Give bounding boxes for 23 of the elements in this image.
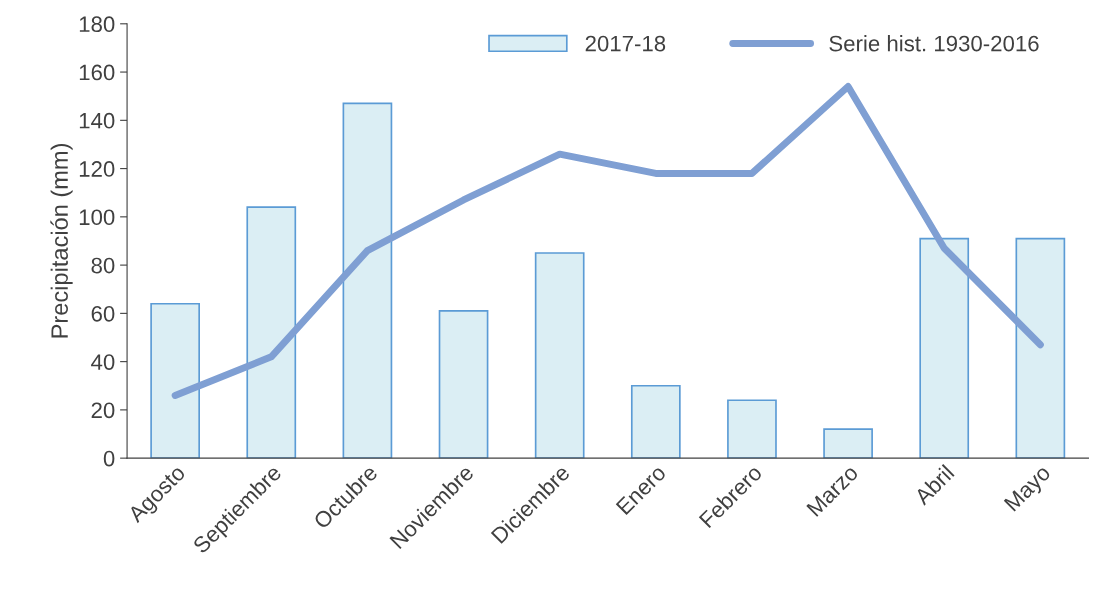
bar: [342, 102, 393, 459]
y-tick-label: 160: [79, 64, 115, 81]
bar: [630, 384, 681, 459]
y-tick-label: 180: [79, 16, 115, 33]
bar: [823, 428, 873, 459]
y-tick-label: 20: [91, 402, 115, 419]
legend-label: Serie hist. 1930-2016: [829, 35, 1039, 52]
y-tick-label: 60: [91, 305, 115, 322]
y-axis-title: Precipitación (mm): [50, 144, 73, 338]
bar: [246, 206, 297, 459]
bar: [150, 302, 201, 459]
bar: [534, 252, 585, 459]
legend-label: 2017-18: [585, 35, 666, 52]
y-tick-label: 100: [79, 209, 115, 226]
bar: [1015, 237, 1066, 459]
bar: [919, 237, 970, 459]
y-tick-label: 120: [79, 161, 115, 177]
y-tick-label: 0: [103, 450, 115, 467]
y-tick-label: 40: [91, 354, 115, 370]
bar: [438, 310, 489, 459]
y-tick-label: 140: [79, 112, 115, 129]
bar: [727, 399, 777, 459]
y-tick-label: 80: [91, 257, 115, 274]
